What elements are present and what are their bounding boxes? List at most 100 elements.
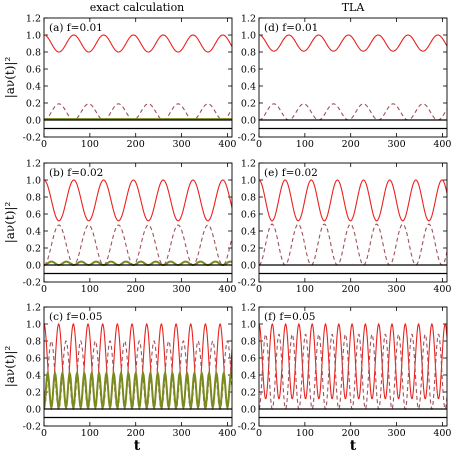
plot-frame — [258, 306, 448, 427]
y-tick-label: 0.8 — [241, 192, 256, 203]
y-tick-label: 0.2 — [26, 98, 41, 109]
y-tick-label: 0.4 — [26, 370, 41, 381]
series-group — [259, 322, 447, 419]
series-line-1 — [259, 322, 447, 400]
y-axis-label: |aν(t)|² — [3, 346, 17, 388]
plot-frame — [43, 306, 233, 427]
plot-frame — [43, 17, 233, 138]
y-tick-label: -0.2 — [238, 421, 256, 432]
y-tick-label: 0.8 — [26, 192, 41, 203]
y-tick-label: 0.6 — [241, 353, 256, 364]
x-tick-label: 400 — [218, 139, 236, 150]
x-tick-label: 400 — [433, 284, 451, 295]
y-tick-label: 0.4 — [241, 226, 256, 237]
y-tick-label: 1.0 — [241, 319, 256, 330]
column-title-tla: TLA — [342, 1, 366, 14]
series-line-2 — [259, 103, 447, 121]
x-tick-label: 200 — [127, 139, 145, 150]
panel-a: -0.2 0.0 0.2 0.4 0.6 0.8 1.0 1.2 0 100 200 300 400 (a… — [3, 13, 236, 150]
x-tick-label: 100 — [296, 284, 314, 295]
y-tick-label: 0.2 — [241, 387, 256, 398]
series-line-2 — [259, 223, 447, 266]
series-group — [44, 179, 232, 275]
y-tick-label: 0.2 — [26, 243, 41, 254]
y-tick-label: -0.2 — [23, 277, 41, 288]
y-tick-label: 0.0 — [26, 260, 41, 271]
series-group — [259, 179, 447, 275]
y-tick-label: -0.2 — [23, 132, 41, 143]
y-tick-label: 1.2 — [26, 158, 41, 169]
x-tick-label: 100 — [81, 284, 99, 295]
y-tick-label: 1.0 — [26, 30, 41, 41]
y-tick-label: 0.6 — [26, 209, 41, 220]
series-line-2 — [44, 103, 232, 121]
plot-frame — [258, 162, 448, 283]
y-tick-label: 1.2 — [241, 302, 256, 313]
series-line-1 — [44, 179, 232, 222]
y-tick-label: 0.0 — [26, 404, 41, 415]
y-tick-label: 1.0 — [26, 319, 41, 330]
series-line-2 — [259, 333, 447, 411]
y-tick-label: -0.2 — [238, 132, 256, 143]
x-tick-label: 100 — [296, 428, 314, 439]
y-tick-label: 1.2 — [26, 302, 41, 313]
y-tick-label: 1.2 — [241, 13, 256, 24]
x-tick-label: 200 — [342, 284, 360, 295]
series-group — [259, 34, 447, 130]
panel-c: -0.2 0.0 0.2 0.4 0.6 0.8 1.0 1.2 0 100 200 300 400 (c… — [3, 302, 236, 439]
y-tick-label: -0.2 — [23, 421, 41, 432]
x-tick-label: 100 — [296, 139, 314, 150]
x-tick-label: 300 — [387, 284, 405, 295]
panels: -0.20.00.20.40.60.81.01.20 100 200 300 400(a… — [3, 13, 451, 439]
panel-label: (c) f=0.05 — [49, 311, 102, 323]
x-tick-label: 300 — [172, 284, 190, 295]
panel-b: -0.2 0.0 0.2 0.4 0.6 0.8 1.0 1.2 0 100 200 300 400 (b… — [3, 158, 236, 295]
y-tick-label: 0.8 — [241, 336, 256, 347]
panel-label: (f) f=0.05 — [264, 311, 315, 323]
y-tick-label: 0.4 — [241, 370, 256, 381]
x-tick-label: 200 — [342, 428, 360, 439]
y-tick-label: 1.0 — [241, 175, 256, 186]
panel-e: -0.2 0.0 0.2 0.4 0.6 0.8 1.0 1.2 0 100 200 300 400 (e… — [238, 158, 452, 295]
x-tick-label: 300 — [387, 139, 405, 150]
y-tick-label: 0.2 — [26, 387, 41, 398]
panel-label: (b) f=0.02 — [49, 167, 103, 179]
y-tick-label: -0.2 — [238, 277, 256, 288]
y-tick-label: 1.2 — [241, 158, 256, 169]
y-axis-label: |aν(t)|² — [3, 202, 17, 244]
x-tick-label: 200 — [342, 139, 360, 150]
x-tick-label: 0 — [41, 428, 47, 439]
y-tick-label: 0.6 — [26, 64, 41, 75]
y-tick-label: 1.0 — [26, 175, 41, 186]
column-title-exact: exact calculation — [90, 1, 185, 14]
y-tick-label: 0.2 — [241, 98, 256, 109]
series-line-3 — [44, 370, 232, 411]
y-tick-label: 1.2 — [26, 13, 41, 24]
y-tick-label: 0.8 — [241, 47, 256, 58]
panel-label: (e) f=0.02 — [264, 167, 318, 179]
x-tick-label: 100 — [81, 139, 99, 150]
x-tick-label: 200 — [127, 284, 145, 295]
y-tick-label: 0.0 — [241, 115, 256, 126]
y-tick-label: 1.0 — [241, 30, 256, 41]
x-tick-label: 0 — [256, 139, 262, 150]
y-tick-label: 0.6 — [26, 353, 41, 364]
panel-d: -0.2 0.0 0.2 0.4 0.6 0.8 1.0 1.2 0 100 200 300 400 (d… — [238, 13, 452, 150]
x-tick-label: 400 — [218, 428, 236, 439]
y-tick-label: 0.8 — [26, 47, 41, 58]
x-tick-label: 300 — [387, 428, 405, 439]
panel-label: (d) f=0.01 — [264, 22, 318, 34]
y-tick-label: 0.0 — [241, 404, 256, 415]
y-tick-label: 0.0 — [26, 115, 41, 126]
plot-frame — [258, 17, 448, 138]
x-tick-label: 400 — [218, 284, 236, 295]
plot-frame — [43, 162, 233, 283]
x-tick-label: 0 — [256, 428, 262, 439]
x-tick-label: 400 — [433, 428, 451, 439]
panel-label: (a) f=0.01 — [49, 22, 103, 34]
x-tick-label: 100 — [81, 428, 99, 439]
series-line-1 — [259, 179, 447, 222]
series-line-1 — [259, 34, 447, 52]
y-tick-label: 0.6 — [241, 209, 256, 220]
